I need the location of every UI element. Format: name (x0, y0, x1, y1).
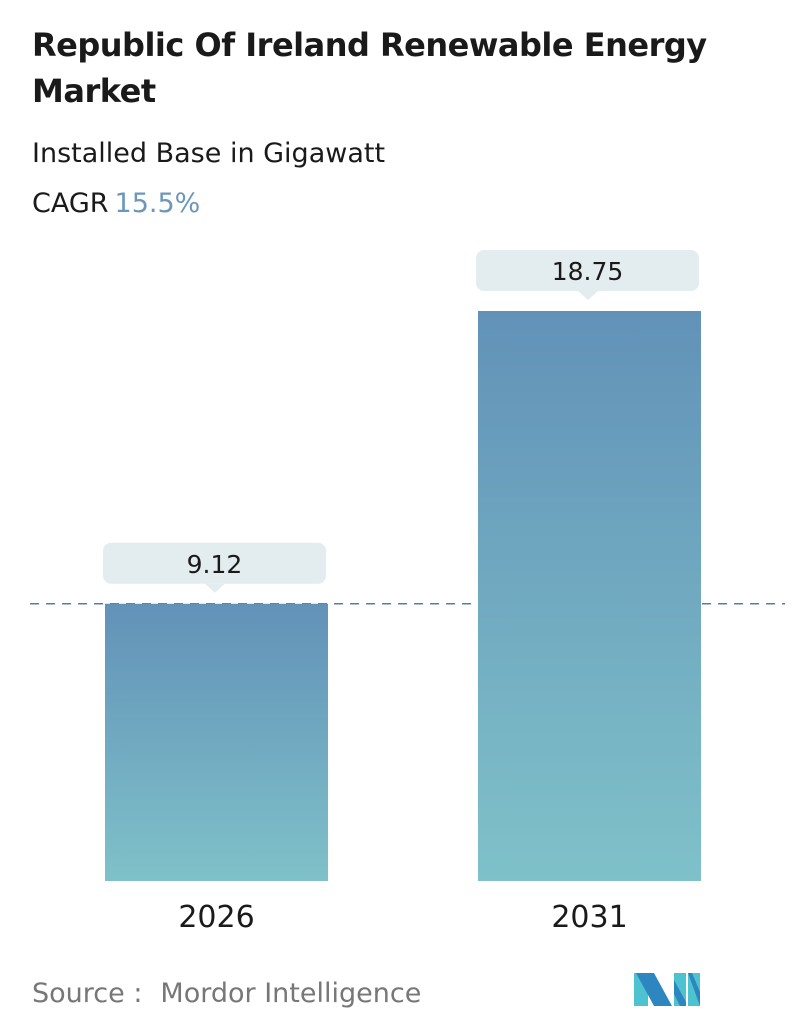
data-label: 18.75 (552, 257, 624, 286)
x-tick-label: 2026 (178, 900, 254, 935)
data-label: 9.12 (187, 550, 243, 579)
bar-chart: 9.12 2026 18.75 2031 (30, 250, 785, 935)
bar-2026 (105, 603, 328, 881)
source: Source : Mordor Intelligence (32, 978, 421, 1009)
source-value: Mordor Intelligence (160, 978, 422, 1009)
mordor-logo (634, 973, 700, 1006)
cagr-label: CAGR (32, 188, 109, 219)
chart-title: Republic Of Ireland Renewable Energy Mar… (32, 26, 707, 110)
source-label: Source : (32, 978, 143, 1009)
bar-2031 (478, 311, 701, 881)
data-label-pointer (578, 291, 598, 300)
cagr-value: 15.5% (114, 188, 201, 219)
data-label-pointer (205, 583, 225, 593)
data-label-box (103, 542, 326, 584)
chart-subtitle: Installed Base in Gigawatt (32, 138, 386, 169)
x-tick-label: 2031 (551, 900, 627, 935)
cagr: CAGR 15.5% (32, 188, 200, 219)
data-label-box (476, 250, 699, 291)
